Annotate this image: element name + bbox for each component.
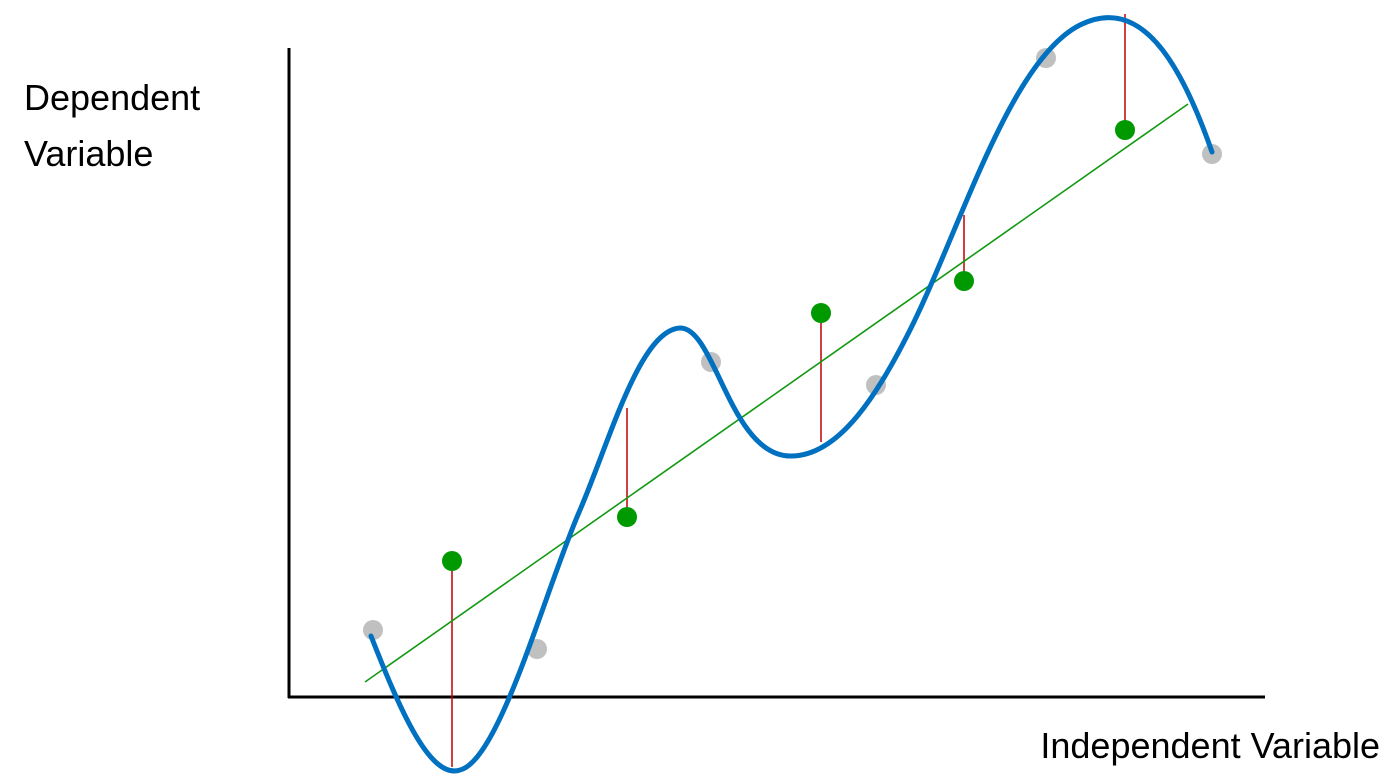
- green-point: [442, 551, 462, 571]
- green-point: [617, 507, 637, 527]
- residuals: [451, 14, 1126, 767]
- training-points: [363, 48, 1222, 659]
- test-points: [442, 120, 1135, 571]
- green-point: [1115, 120, 1135, 140]
- regression-line: [364, 103, 1189, 683]
- y-axis-label: Dependent: [24, 77, 200, 118]
- y-axis-label: Variable: [24, 133, 153, 174]
- green-point: [954, 271, 974, 291]
- overfit-curve: [368, 15, 1215, 774]
- x-axis-label: Independent Variable: [1040, 725, 1380, 766]
- green-point: [811, 303, 831, 323]
- gray-point: [363, 620, 383, 640]
